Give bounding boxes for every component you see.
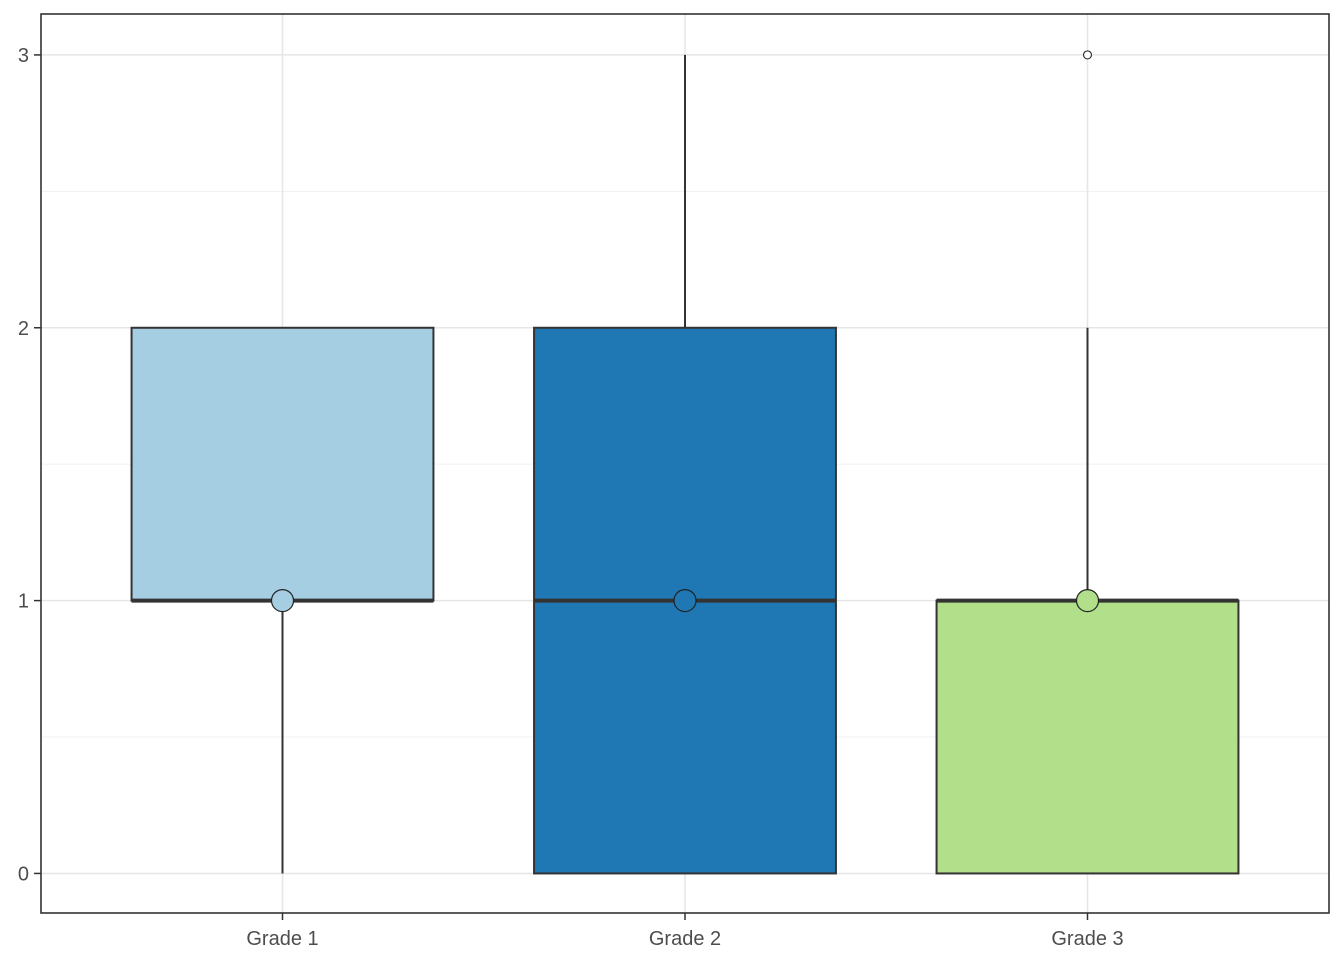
box-grade-1 [130,326,435,602]
mean-point [270,589,295,613]
y-tick-label: 1 [18,591,29,613]
y-tick-label: 2 [18,318,29,340]
x-tick-label: Grade 3 [1051,928,1123,950]
y-tick-label: 3 [18,45,29,67]
y-tick-label: 0 [18,863,29,885]
mean-point [673,589,697,613]
x-tick-label: Grade 1 [246,928,318,950]
x-tick-label: Grade 2 [649,928,721,950]
outlier-point [1082,50,1093,60]
box-grade-3 [935,599,1240,875]
mean-point [1075,589,1100,613]
